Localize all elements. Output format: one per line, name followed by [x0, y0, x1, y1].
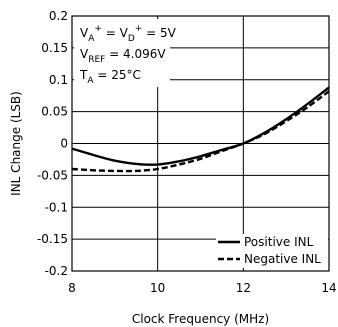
y-tick-label: 0.2 [49, 9, 68, 23]
condition-temperature: TA = 25°C [79, 68, 141, 86]
axis-ticks: 0.2 0.15 0.1 0.05 0 -0.05 -0.1 -0.15 -0.28 10 12 14 [37, 9, 337, 295]
series-line-negative-inl [71, 90, 330, 173]
y-tick-label: 0 [60, 137, 68, 151]
y-tick-label: -0.15 [37, 232, 68, 246]
series-line-positive-inl [71, 86, 330, 166]
legend-label-positive-inl: Positive INL [244, 235, 314, 249]
conditions-annotation: VA+ = VD+ = 5V VREF = 4.096V TA = 25°C [74, 19, 177, 87]
plot-frame [71, 15, 330, 272]
condition-reference-voltage: VREF = 4.096V [80, 47, 166, 65]
x-tick-label: 12 [236, 281, 251, 295]
y-tick-label: 0.15 [41, 41, 68, 55]
y-tick-label: 0.05 [41, 105, 68, 119]
legend-background [216, 234, 328, 268]
x-tick-label: 14 [321, 281, 336, 295]
y-axis-title: INL Change (LSB) [9, 91, 23, 196]
x-tick-label: 10 [150, 281, 165, 295]
legend: Positive INL Negative INL [216, 234, 328, 268]
y-tick-label: -0.05 [37, 168, 68, 182]
y-tick-label: -0.2 [45, 264, 68, 278]
x-axis-title: Clock Frequency (MHz) [132, 312, 269, 326]
legend-label-negative-inl: Negative INL [244, 252, 321, 266]
condition-supply-voltage: VA+ = VD+ = 5V [80, 24, 177, 44]
y-tick-label: -0.1 [45, 200, 68, 214]
x-tick-label: 8 [68, 281, 76, 295]
series-lines [71, 86, 330, 173]
conditions-background [74, 19, 170, 87]
y-tick-label: 0.1 [49, 73, 68, 87]
